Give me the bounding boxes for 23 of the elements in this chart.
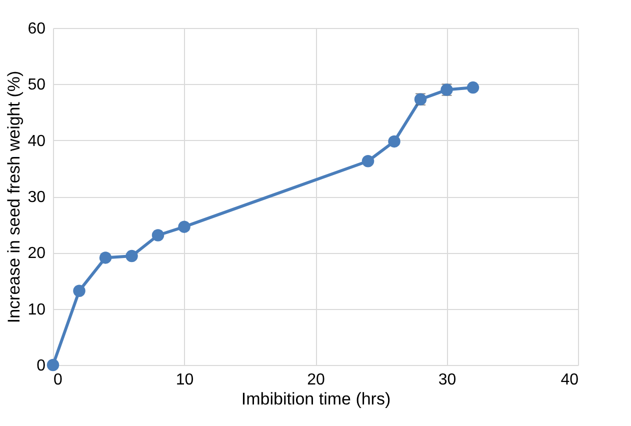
y-tick-label: 40 bbox=[28, 132, 46, 150]
point bbox=[178, 220, 190, 233]
point bbox=[362, 155, 374, 168]
x-tick-label: 40 bbox=[560, 372, 579, 388]
point bbox=[46, 358, 60, 372]
y-tick-label: 20 bbox=[28, 245, 46, 262]
point bbox=[126, 250, 138, 262]
x-tick-label: 30 bbox=[438, 372, 456, 388]
y-tick-label: 60 bbox=[28, 20, 46, 38]
x-tick-label: 0 bbox=[54, 372, 62, 388]
y-tick-label: 30 bbox=[28, 189, 46, 206]
point bbox=[99, 252, 112, 264]
y-tick-label: 50 bbox=[28, 76, 46, 94]
point bbox=[152, 229, 164, 242]
y-axis-title: Increase in seed fresh weight (%) bbox=[4, 70, 24, 324]
point bbox=[466, 81, 480, 94]
point bbox=[73, 284, 86, 297]
x-tick-label: 10 bbox=[176, 372, 194, 388]
point bbox=[388, 135, 400, 148]
x-axis-title: Imbibition time (hrs) bbox=[241, 390, 391, 408]
y-tick-label: 10 bbox=[28, 301, 46, 318]
y-tick-label: 0 bbox=[36, 358, 46, 374]
x-tick-label: 20 bbox=[307, 372, 325, 388]
